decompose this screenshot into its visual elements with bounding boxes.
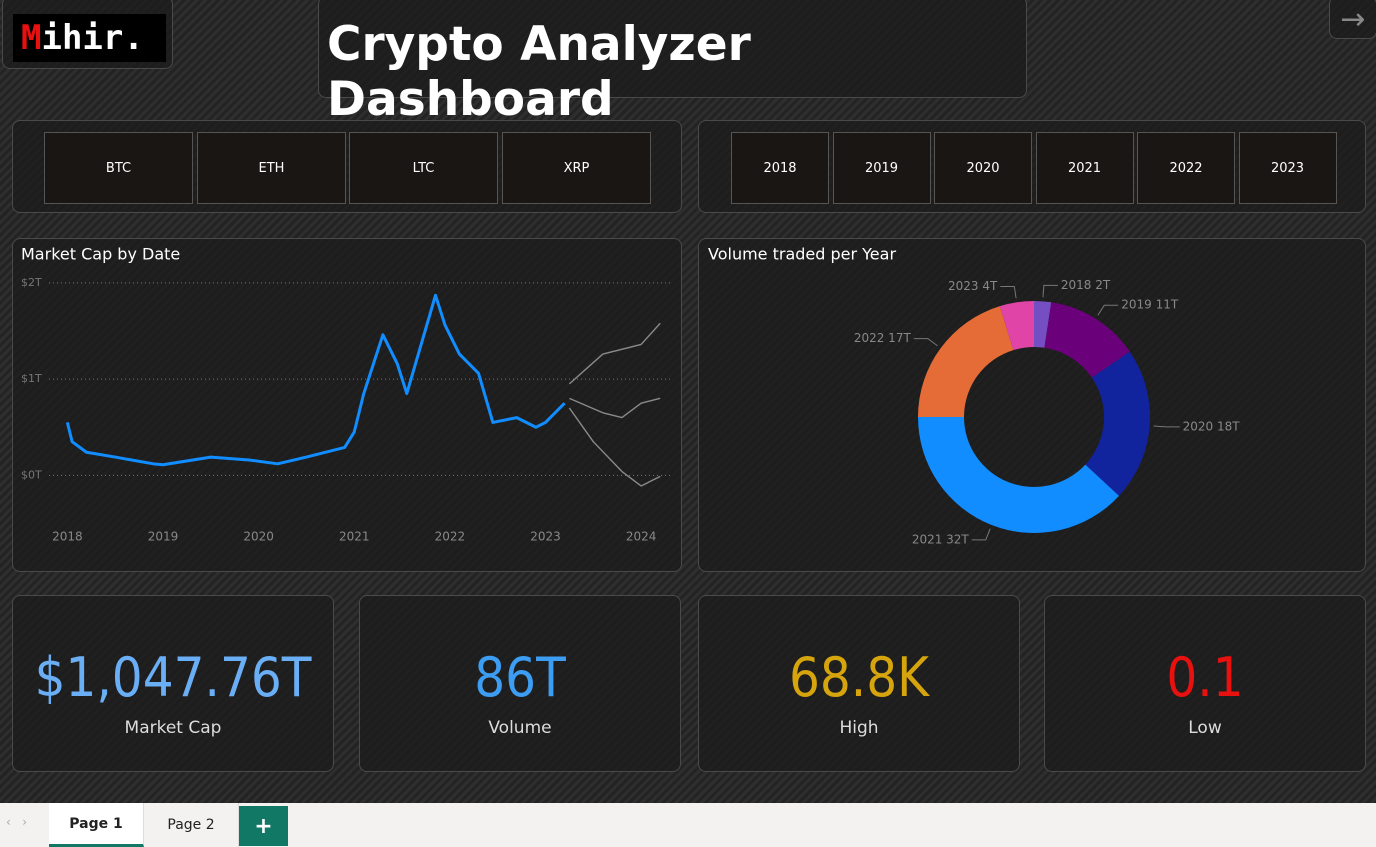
kpi-value: $1,047.76T xyxy=(34,646,312,709)
coin-button[interactable]: XRP xyxy=(502,132,651,204)
chart-title: Volume traded per Year xyxy=(708,245,896,264)
logo-rest: ihir. xyxy=(41,18,144,58)
logo: Mihir. xyxy=(13,14,166,62)
kpi-value: 86T xyxy=(474,646,566,709)
donut-slice xyxy=(918,417,1120,533)
x-tick-label: 2024 xyxy=(626,530,657,544)
line-panel: Market Cap by Date $0T $1T $2T 2018 2019 2020… xyxy=(12,238,682,572)
title-box: Crypto Analyzer Dashboard xyxy=(318,0,1027,127)
data-label: 2022 17T xyxy=(854,331,912,345)
kpi-label: High xyxy=(839,718,879,738)
data-label: 2021 32T xyxy=(912,532,970,546)
y-tick-label: $0T xyxy=(21,468,42,481)
coin-button[interactable]: BTC xyxy=(44,132,193,204)
year-button[interactable]: 2021 xyxy=(1035,132,1134,204)
kpi-card: 0.1 Low xyxy=(1044,595,1366,772)
leader-line xyxy=(1097,304,1119,316)
kpi-label: Volume xyxy=(488,718,552,738)
logo-initial: M xyxy=(21,18,42,58)
year-slicer: 2018 2019 2020 2021 2022 2023 xyxy=(698,120,1366,213)
data-label: 2019 11T xyxy=(1121,298,1179,312)
tab-scroll[interactable]: ‹ › xyxy=(6,815,28,829)
x-tick-label: 2020 xyxy=(243,530,274,544)
year-button[interactable]: 2022 xyxy=(1137,132,1235,204)
x-tick-label: 2021 xyxy=(339,530,370,544)
year-button[interactable]: 2018 xyxy=(731,132,829,204)
y-tick-label: $2T xyxy=(21,276,42,289)
year-button[interactable]: 2020 xyxy=(934,132,1032,204)
x-tick-label: 2018 xyxy=(52,530,83,544)
x-tick-label: 2023 xyxy=(530,530,561,544)
chart-title: Market Cap by Date xyxy=(21,245,180,264)
series-line xyxy=(65,293,566,467)
donut-slice xyxy=(1034,301,1052,348)
leader-line xyxy=(1042,284,1058,298)
series-line xyxy=(569,397,661,419)
leader-line xyxy=(1153,425,1180,428)
kpi-card: 86T Volume xyxy=(359,595,681,772)
x-tick-label: 2022 xyxy=(435,530,466,544)
donut-panel: Volume traded per Year 2018 2T 2019 11T 20… xyxy=(698,238,1366,572)
coin-button[interactable]: LTC xyxy=(349,132,498,204)
line-chart: Market Cap by Date $0T $1T $2T 2018 2019 2020… xyxy=(21,245,673,544)
y-tick-label: $1T xyxy=(21,372,42,385)
donut-slice xyxy=(1085,351,1150,496)
x-tick-label: 2019 xyxy=(148,530,179,544)
series-line xyxy=(568,407,661,487)
data-label: 2020 18T xyxy=(1183,419,1241,433)
title: Crypto Analyzer Dashboard xyxy=(327,17,751,127)
logo-box: Mihir. xyxy=(2,0,173,69)
series-line xyxy=(568,322,661,385)
coin-button[interactable]: ETH xyxy=(197,132,346,204)
kpi-label: Low xyxy=(1188,718,1222,738)
leader-line xyxy=(971,528,991,541)
year-button[interactable]: 2019 xyxy=(832,132,931,204)
donut-slice xyxy=(918,306,1014,417)
nav-arrow[interactable]: → xyxy=(1329,0,1376,39)
kpi-card: 68.8K High xyxy=(698,595,1020,772)
year-button[interactable]: 2023 xyxy=(1238,132,1337,204)
donut-slice xyxy=(999,301,1034,351)
tab-bar: ‹ › Page 1 Page 2 + xyxy=(0,803,1376,847)
data-label: 2023 4T xyxy=(948,279,998,293)
page-tab[interactable]: Page 1 xyxy=(49,803,144,847)
donut-chart: Volume traded per Year 2018 2T 2019 11T 20… xyxy=(708,245,1241,547)
kpi-card: $1,047.76T Market Cap xyxy=(12,595,334,772)
kpi-label: Market Cap xyxy=(124,718,222,738)
leader-line xyxy=(913,338,938,347)
page-tab[interactable]: + xyxy=(239,806,288,846)
donut-slice xyxy=(1044,302,1130,378)
data-label: 2018 2T xyxy=(1061,278,1111,292)
kpi-value: 0.1 xyxy=(1166,646,1244,709)
coin-slicer: BTC ETH LTC XRP xyxy=(12,120,682,213)
leader-line xyxy=(1000,285,1017,299)
kpi-value: 68.8K xyxy=(789,646,929,709)
page-tab[interactable]: Page 2 xyxy=(144,803,239,847)
